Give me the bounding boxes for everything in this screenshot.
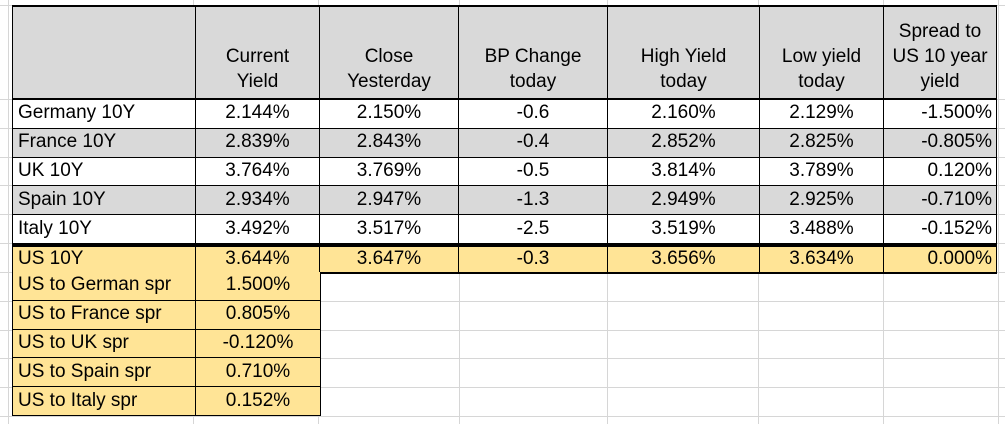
cell-us-german-spr-value[interactable]: 1.500% bbox=[196, 272, 320, 301]
cell-italy-spread[interactable]: -0.152% bbox=[884, 215, 996, 244]
cell-italy-high[interactable]: 3.519% bbox=[608, 215, 760, 244]
cell-germany-close[interactable]: 2.150% bbox=[320, 100, 459, 129]
cell-spain-close[interactable]: 2.947% bbox=[320, 186, 459, 216]
cell-italy-close[interactable]: 3.517% bbox=[320, 215, 459, 244]
cell-uk-high[interactable]: 3.814% bbox=[608, 157, 760, 187]
yields-table: Current Yield Close Yesterday BP Change … bbox=[12, 5, 997, 274]
cell-germany-label[interactable]: Germany 10Y bbox=[13, 100, 196, 129]
cell-spain-bp[interactable]: -1.3 bbox=[459, 186, 608, 216]
header-spread-to-us-10y[interactable]: Spread to US 10 year yield bbox=[884, 7, 996, 100]
cell-us-german-spr-label[interactable]: US to German spr bbox=[13, 272, 196, 301]
header-close-yesterday[interactable]: Close Yesterday bbox=[320, 7, 459, 100]
cell-uk-bp[interactable]: -0.5 bbox=[459, 157, 608, 187]
cell-us-bp[interactable]: -0.3 bbox=[459, 243, 608, 273]
cell-us-uk-spr-label[interactable]: US to UK spr bbox=[13, 329, 196, 359]
header-current-yield[interactable]: Current Yield bbox=[196, 7, 320, 100]
cell-us-label[interactable]: US 10Y bbox=[13, 243, 196, 273]
cell-france-bp[interactable]: -0.4 bbox=[459, 128, 608, 158]
cell-spain-high[interactable]: 2.949% bbox=[608, 186, 760, 216]
cell-uk-close[interactable]: 3.769% bbox=[320, 157, 459, 187]
cell-germany-low[interactable]: 2.129% bbox=[760, 100, 884, 129]
cell-germany-spread[interactable]: -1.500% bbox=[884, 100, 996, 129]
cell-uk-spread[interactable]: 0.120% bbox=[884, 157, 996, 187]
cell-us-low[interactable]: 3.634% bbox=[760, 243, 884, 273]
cell-germany-current[interactable]: 2.144% bbox=[196, 100, 320, 129]
cell-us-spain-spr-value[interactable]: 0.710% bbox=[196, 358, 320, 388]
gridline bbox=[0, 358, 1005, 359]
cell-us-italy-spr-value[interactable]: 0.152% bbox=[196, 387, 320, 416]
cell-us-current[interactable]: 3.644% bbox=[196, 243, 320, 273]
cell-france-close[interactable]: 2.843% bbox=[320, 128, 459, 158]
header-row-label-blank[interactable] bbox=[13, 7, 196, 100]
cell-france-label[interactable]: France 10Y bbox=[13, 128, 196, 158]
cell-us-france-spr-value[interactable]: 0.805% bbox=[196, 300, 320, 330]
gridline bbox=[0, 387, 1005, 388]
cell-us-spain-spr-label[interactable]: US to Spain spr bbox=[13, 358, 196, 388]
cell-spain-label[interactable]: Spain 10Y bbox=[13, 186, 196, 216]
header-low-yield-today[interactable]: Low yield today bbox=[760, 7, 884, 100]
cell-france-high[interactable]: 2.852% bbox=[608, 128, 760, 158]
cell-spain-current[interactable]: 2.934% bbox=[196, 186, 320, 216]
gridline bbox=[8, 0, 9, 424]
header-high-yield-today[interactable]: High Yield today bbox=[608, 7, 760, 100]
cell-uk-low[interactable]: 3.789% bbox=[760, 157, 884, 187]
cell-us-spread[interactable]: 0.000% bbox=[884, 243, 996, 273]
us-spreads-table: US to German spr 1.500% US to France spr… bbox=[12, 272, 321, 416]
cell-germany-bp[interactable]: -0.6 bbox=[459, 100, 608, 129]
cell-spain-low[interactable]: 2.925% bbox=[760, 186, 884, 216]
cell-us-france-spr-label[interactable]: US to France spr bbox=[13, 300, 196, 330]
cell-germany-high[interactable]: 2.160% bbox=[608, 100, 760, 129]
cell-italy-low[interactable]: 3.488% bbox=[760, 215, 884, 244]
cell-spain-spread[interactable]: -0.710% bbox=[884, 186, 996, 216]
cell-italy-label[interactable]: Italy 10Y bbox=[13, 215, 196, 244]
gridline bbox=[0, 330, 1005, 331]
cell-italy-bp[interactable]: -2.5 bbox=[459, 215, 608, 244]
gridline bbox=[998, 0, 999, 424]
cell-france-current[interactable]: 2.839% bbox=[196, 128, 320, 158]
cell-us-italy-spr-label[interactable]: US to Italy spr bbox=[13, 387, 196, 416]
cell-italy-current[interactable]: 3.492% bbox=[196, 215, 320, 244]
header-bp-change-today[interactable]: BP Change today bbox=[459, 7, 608, 100]
gridline bbox=[0, 301, 1005, 302]
cell-us-high[interactable]: 3.656% bbox=[608, 243, 760, 273]
cell-france-low[interactable]: 2.825% bbox=[760, 128, 884, 158]
cell-us-close[interactable]: 3.647% bbox=[320, 243, 459, 273]
cell-france-spread[interactable]: -0.805% bbox=[884, 128, 996, 158]
cell-uk-current[interactable]: 3.764% bbox=[196, 157, 320, 187]
cell-uk-label[interactable]: UK 10Y bbox=[13, 157, 196, 187]
cell-us-uk-spr-value[interactable]: -0.120% bbox=[196, 329, 320, 359]
gridline bbox=[0, 416, 1005, 417]
